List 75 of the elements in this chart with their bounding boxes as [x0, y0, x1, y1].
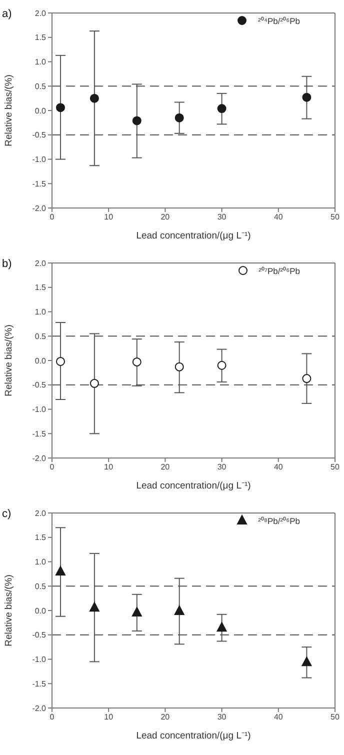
x-tick-label: 0: [50, 212, 55, 222]
point: [302, 92, 312, 102]
x-tick-label: 50: [330, 712, 340, 722]
x-tick-label: 10: [104, 712, 114, 722]
x-tick-label: 20: [160, 462, 170, 472]
y-tick-label: -1.5: [32, 179, 47, 188]
x-tick-label: 40: [274, 212, 284, 222]
x-tick-label: 10: [104, 212, 114, 222]
y-tick-label: 0.0: [34, 106, 47, 116]
chart-title: a): [2, 8, 12, 20]
y-tick-label: -1.0: [32, 655, 47, 664]
point: [132, 116, 142, 126]
point: [56, 356, 65, 366]
x-tick-label: 0: [50, 712, 55, 722]
point: [174, 605, 184, 615]
point: [132, 357, 142, 366]
x-tick-label: 20: [160, 712, 170, 722]
y-tick-label: 0.5: [34, 82, 47, 91]
chart-title: c): [2, 508, 12, 520]
y-tick-label: -2.0: [32, 204, 47, 213]
point: [302, 656, 312, 666]
point: [89, 602, 100, 612]
y-tick-label: 1.5: [34, 533, 47, 542]
point: [217, 360, 226, 370]
y-tick-label: -0.5: [32, 630, 47, 640]
y-tick-label: -1.0: [32, 405, 47, 414]
x-axis-title: Lead concentration/(μg L⁻¹): [136, 230, 251, 242]
y-tick-label: -2.0: [32, 454, 47, 463]
y-axis-title: Relative bias/(%): [3, 574, 14, 646]
y-tick-label: 2.0: [34, 8, 47, 18]
y-tick-label: 1.5: [34, 33, 47, 42]
y-tick-label: 2.0: [34, 508, 47, 518]
point: [302, 374, 312, 384]
x-tick-label: 10: [104, 462, 114, 472]
y-tick-label: 1.0: [34, 58, 47, 67]
x-tick-label: 0: [50, 462, 55, 472]
y-tick-label: 0.5: [34, 332, 47, 341]
y-tick-label: 1.0: [34, 558, 47, 567]
point: [216, 622, 227, 632]
y-tick-label: 0.0: [34, 606, 47, 616]
y-tick-label: 1.5: [34, 283, 47, 292]
x-tick-label: 50: [330, 462, 340, 472]
legend-label: ²⁰⁸Pb/²⁰⁶Pb: [258, 514, 300, 526]
x-tick-label: 50: [330, 212, 340, 222]
y-tick-label: -1.5: [32, 429, 47, 438]
y-tick-label: 0.0: [34, 356, 47, 366]
y-tick-label: 2.0: [34, 258, 47, 268]
point: [217, 104, 226, 114]
x-tick-label: 30: [217, 462, 227, 472]
y-axis-title: Relative bias/(%): [3, 74, 14, 146]
y-axis-title: Relative bias/(%): [3, 324, 14, 396]
point: [90, 94, 99, 103]
point: [174, 113, 184, 122]
chart-title: b): [2, 258, 12, 270]
x-tick-label: 20: [160, 212, 170, 222]
y-tick-label: -1.0: [32, 155, 47, 164]
y-tick-label: -0.5: [32, 130, 47, 140]
x-tick-label: 40: [274, 462, 284, 472]
y-tick-label: 0.5: [34, 582, 47, 591]
y-tick-label: -1.5: [32, 679, 47, 688]
x-axis-title: Lead concentration/(μg L⁻¹): [136, 480, 251, 492]
point: [55, 566, 66, 576]
point: [90, 378, 99, 388]
legend-label: ²⁰⁷Pb/²⁰⁶Pb: [258, 264, 300, 276]
point: [174, 362, 184, 372]
y-tick-label: 1.0: [34, 308, 47, 317]
x-tick-label: 40: [274, 712, 284, 722]
x-axis-title: Lead concentration/(μg L⁻¹): [136, 730, 251, 742]
y-tick-label: -0.5: [32, 380, 47, 390]
x-tick-label: 30: [217, 212, 227, 222]
x-tick-label: 30: [217, 712, 227, 722]
point: [56, 103, 65, 112]
y-tick-label: -2.0: [32, 704, 47, 713]
legend-label: ²⁰⁴Pb/²⁰⁶Pb: [258, 14, 300, 26]
point: [132, 606, 142, 616]
